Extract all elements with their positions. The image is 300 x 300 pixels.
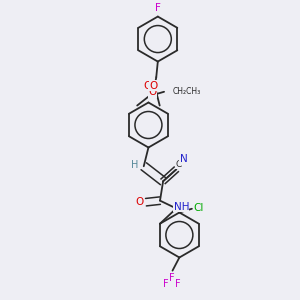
Text: O: O <box>135 196 143 207</box>
Text: F: F <box>155 3 161 13</box>
Text: NH: NH <box>173 202 189 212</box>
Text: O: O <box>149 87 157 98</box>
Text: Cl: Cl <box>194 203 204 213</box>
Text: F: F <box>175 279 181 289</box>
Text: C: C <box>176 160 182 169</box>
Text: F: F <box>169 273 175 284</box>
Text: O: O <box>144 81 152 91</box>
Text: CH₂CH₃: CH₂CH₃ <box>173 87 201 96</box>
Text: N: N <box>180 154 188 164</box>
Text: H: H <box>131 160 139 170</box>
Text: O: O <box>150 81 158 91</box>
Text: F: F <box>163 279 168 289</box>
